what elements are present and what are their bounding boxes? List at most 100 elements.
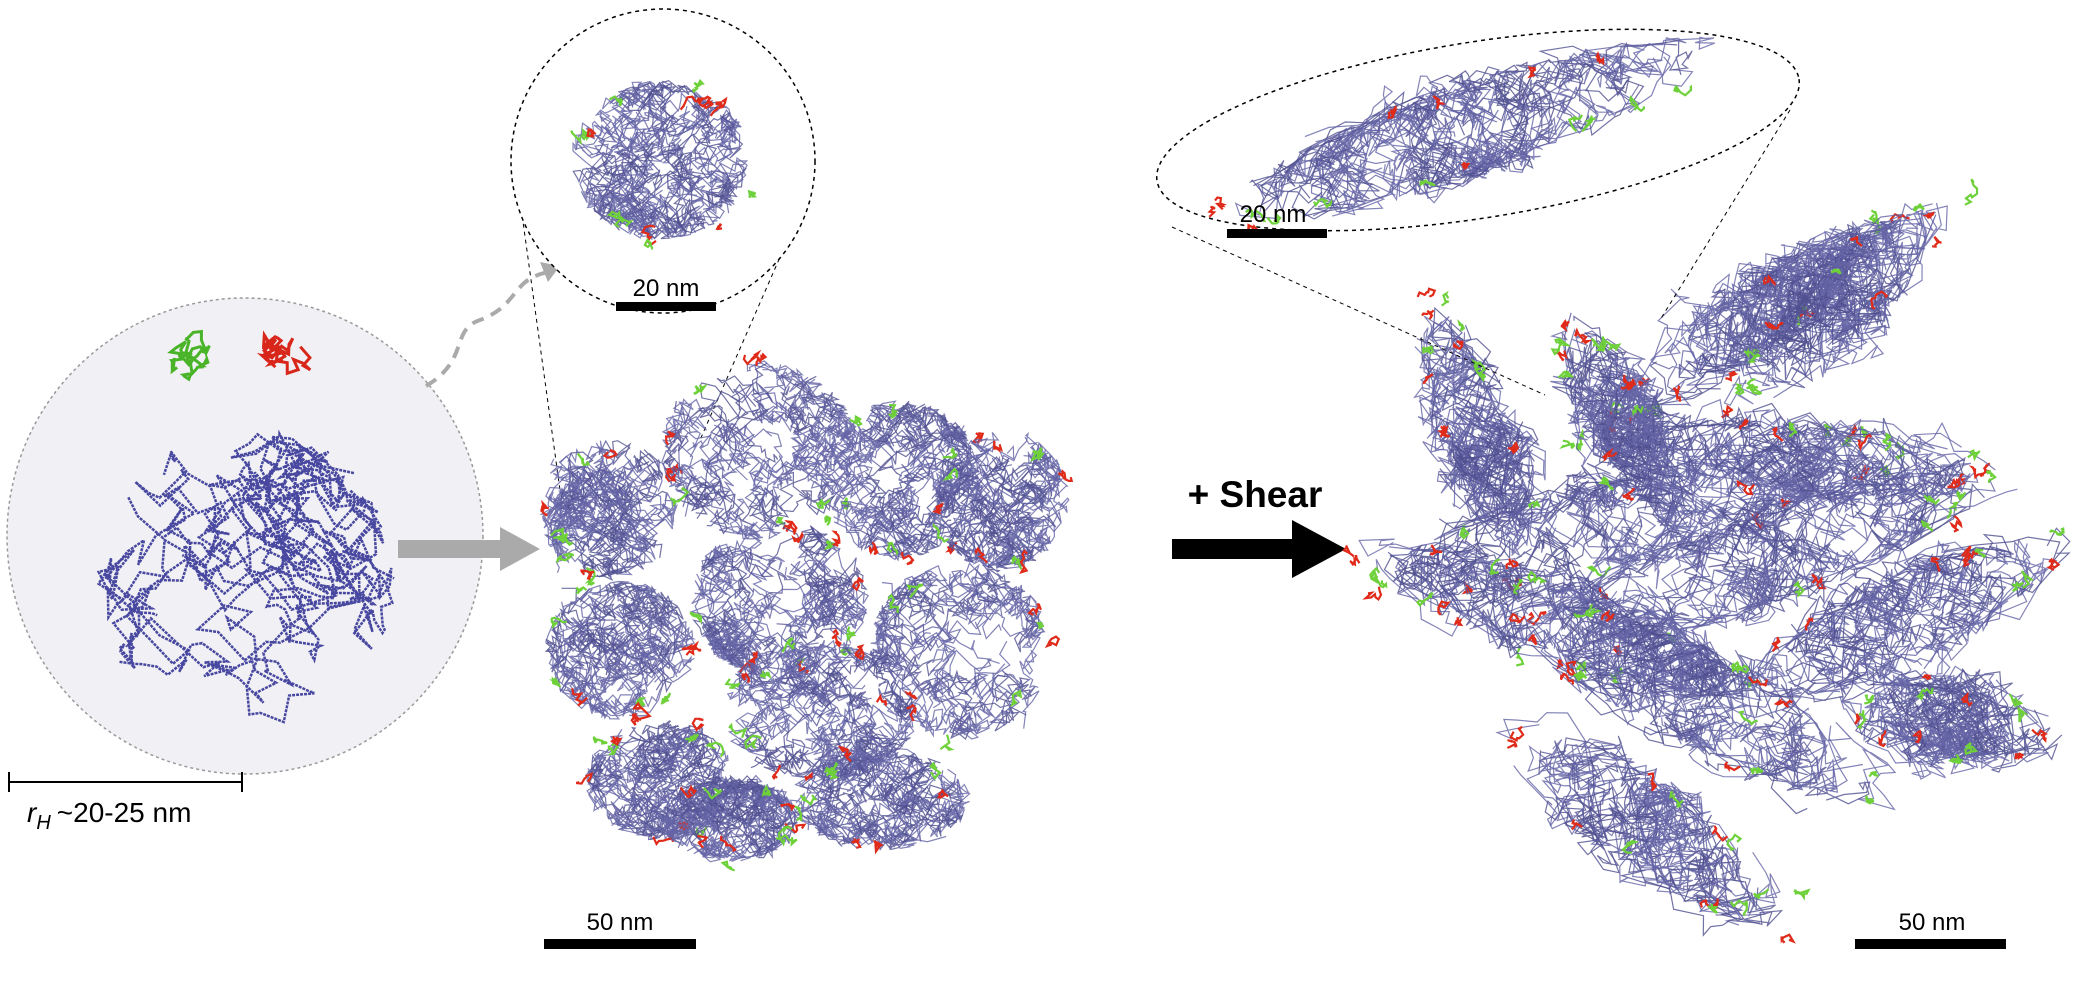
strand [1526, 760, 1624, 827]
red-domain [1762, 274, 1777, 287]
strand [1678, 304, 1758, 386]
red-domain [679, 95, 703, 111]
strand [1450, 444, 1513, 504]
green-domain [557, 532, 574, 547]
strand [230, 429, 330, 528]
red-domain [1595, 51, 1605, 66]
strand [924, 414, 969, 450]
strand [675, 180, 725, 223]
strand [1626, 808, 1781, 906]
strand [737, 651, 799, 708]
zoom-line [1659, 109, 1791, 321]
strand [1420, 306, 1501, 384]
green-domain [1864, 694, 1875, 705]
green-domain [823, 539, 835, 551]
red-domain [789, 521, 798, 535]
red-domain [868, 541, 879, 556]
strand [794, 445, 836, 483]
strand [664, 400, 699, 506]
red-domain [1956, 473, 1967, 486]
strand [585, 489, 642, 552]
strand [606, 644, 671, 706]
strand [814, 803, 884, 850]
strand [1419, 315, 1490, 443]
strand [1447, 139, 1514, 175]
strand [1742, 653, 1893, 696]
strand [1478, 561, 1546, 652]
strand [1495, 485, 1607, 548]
strand [692, 101, 744, 159]
strand [1644, 632, 1725, 696]
green-domain [1575, 661, 1587, 675]
strand [1527, 56, 1672, 149]
strand [947, 779, 970, 826]
strand [841, 500, 892, 549]
green-domain [1313, 198, 1333, 209]
strand [1383, 548, 1489, 595]
strand [559, 666, 602, 705]
strand [657, 727, 710, 764]
red-domain [632, 701, 652, 721]
green-domain [1573, 607, 1596, 618]
red-domain [1421, 309, 1435, 320]
red-domain [1600, 609, 1615, 623]
strand [1767, 695, 1806, 788]
strand [1634, 830, 1744, 893]
red-domain [1565, 660, 1577, 676]
strand [1882, 669, 1959, 721]
green-domain [635, 697, 647, 709]
red-domain [689, 640, 702, 652]
red-domain [851, 837, 862, 849]
green-domain [592, 736, 608, 745]
strand [1410, 139, 1457, 187]
red-domain [831, 530, 841, 547]
strand [709, 635, 768, 663]
red-domain [540, 499, 550, 517]
strand [774, 521, 835, 561]
strand [825, 789, 884, 839]
green-domain [1527, 570, 1547, 584]
strand [1423, 315, 1483, 395]
red-domain [602, 449, 618, 459]
strand [809, 764, 868, 835]
strand [1783, 432, 1851, 493]
strand [881, 799, 917, 850]
strand [1825, 264, 1877, 344]
red-domain [1620, 374, 1631, 390]
strand [1845, 208, 1936, 288]
green-domain [606, 210, 623, 228]
green-domain [1245, 208, 1267, 223]
sheared-aggregate [1342, 178, 2071, 944]
strand [1736, 493, 1810, 603]
red-domain [780, 802, 796, 812]
strand [1438, 115, 1496, 179]
strand [932, 418, 965, 454]
strand [1893, 696, 1989, 759]
green-domain [550, 527, 565, 540]
green-domain [1912, 202, 1925, 212]
green-domain [1036, 621, 1045, 630]
red-domain [1387, 105, 1398, 120]
strand [871, 650, 947, 696]
green-domain [1753, 888, 1770, 900]
strand [703, 436, 751, 525]
green-domain [1923, 494, 1941, 506]
red-domain [1721, 404, 1734, 419]
zoom-line [519, 199, 561, 491]
strand [1562, 787, 1651, 851]
red-domain [1947, 477, 1961, 489]
strand [545, 466, 604, 540]
strand [686, 834, 750, 859]
red-domain [714, 96, 728, 110]
strand [813, 642, 872, 715]
green-domain [825, 768, 839, 780]
red-domain [697, 97, 713, 108]
red-domain [1711, 825, 1729, 842]
green-domain [760, 670, 772, 680]
strand [1750, 312, 1851, 376]
green-domain [2049, 527, 2065, 536]
red-domain [1560, 318, 1570, 333]
strand [890, 574, 938, 631]
strand [1785, 749, 1871, 805]
